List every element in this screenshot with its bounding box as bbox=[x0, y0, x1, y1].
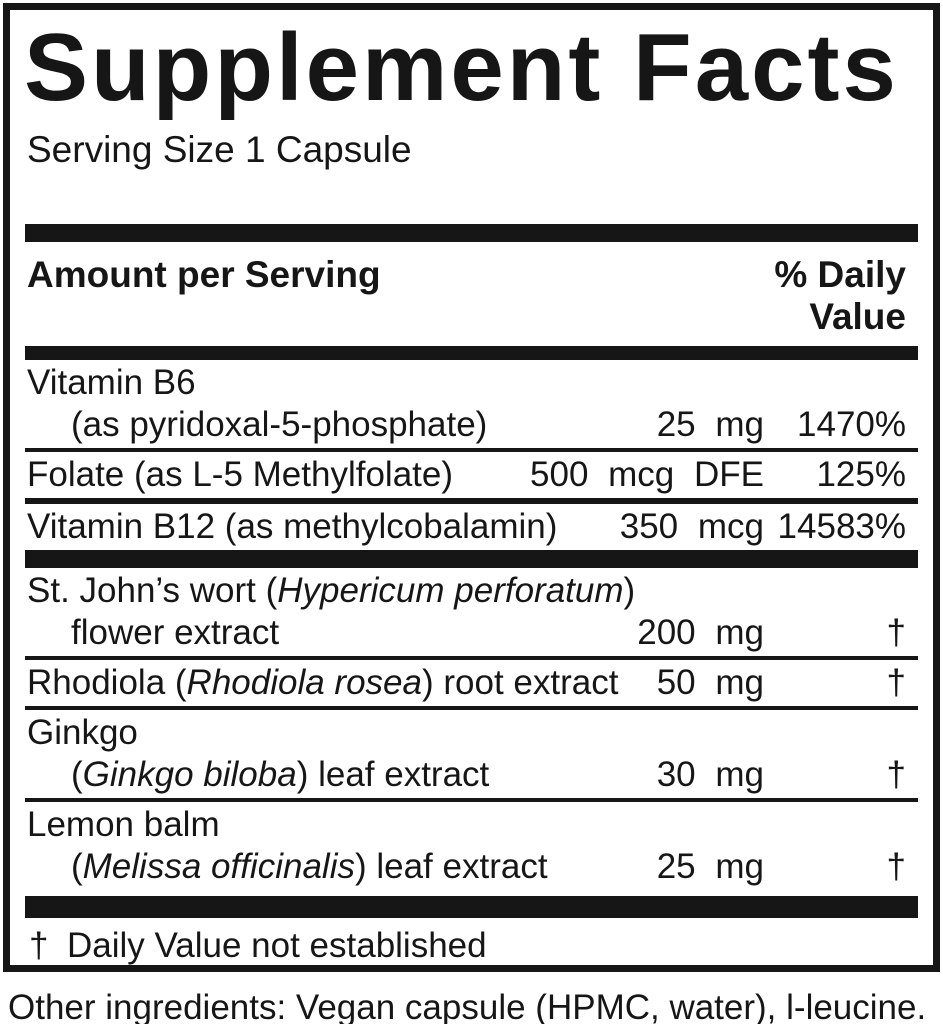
ingredient-name: Vitamin B6 bbox=[27, 363, 196, 402]
supplement-facts-panel: Supplement Facts Serving Size 1 Capsule … bbox=[3, 3, 940, 972]
ingredient-name: Vitamin B12 (as methylcobalamin) bbox=[27, 507, 558, 546]
panel-title: Supplement Facts bbox=[24, 14, 899, 121]
ingredient-amount: 50 mg bbox=[656, 663, 764, 702]
ingredient-amount: 30 mg bbox=[656, 755, 764, 794]
serving-size: Serving Size 1 Capsule bbox=[27, 129, 412, 170]
ingredient-name: Lemon balm bbox=[27, 805, 220, 844]
row-divider bbox=[25, 706, 918, 710]
amount-per-serving-header: Amount per Serving bbox=[27, 254, 381, 295]
scientific-name: Hypericum perforatum bbox=[277, 571, 624, 610]
row-divider bbox=[25, 656, 918, 660]
ingredient-name: Rhodiola (Rhodiola rosea) root extract bbox=[27, 663, 619, 702]
ingredient-amount: 25 mg bbox=[656, 405, 764, 444]
ingredient-daily-value: † bbox=[886, 847, 906, 886]
row-divider bbox=[25, 498, 918, 504]
ingredient-daily-value: 125% bbox=[816, 455, 906, 494]
ingredient-name-detail: (Ginkgo biloba) leaf extract bbox=[71, 755, 490, 794]
ingredient-name: Ginkgo bbox=[27, 713, 138, 752]
footnote-text: Daily Value not established bbox=[67, 926, 487, 965]
ingredient-amount: 200 mg bbox=[637, 613, 764, 652]
ingredient-row-rhodiola: Rhodiola (Rhodiola rosea) root extract 5… bbox=[27, 660, 916, 706]
scientific-name: Rhodiola rosea bbox=[186, 663, 422, 702]
dagger-symbol: † bbox=[29, 926, 49, 965]
ingredient-name-detail: (as pyridoxal-5-phosphate) bbox=[71, 405, 488, 444]
ingredient-row-lemon-balm: Lemon balm (Melissa officinalis) leaf ex… bbox=[27, 802, 916, 890]
ingredient-row-st-johns-wort: St. John’s wort (Hypericum perforatum) f… bbox=[27, 568, 916, 656]
daily-value-header: % Daily Value bbox=[774, 254, 906, 337]
ingredient-row-folate: Folate (as L-5 Methylfolate) 500 mcg DFE… bbox=[27, 452, 916, 498]
ingredient-amount: 25 mg bbox=[656, 847, 764, 886]
ingredient-name-detail: (Melissa officinalis) leaf extract bbox=[71, 847, 548, 886]
ingredient-daily-value: 14583% bbox=[777, 507, 906, 546]
row-divider bbox=[25, 448, 918, 452]
thick-rule-top bbox=[25, 224, 918, 242]
ingredient-row-vitamin-b12: Vitamin B12 (as methylcobalamin) 350 mcg… bbox=[27, 504, 916, 550]
ingredient-name: Folate (as L-5 Methylfolate) bbox=[27, 455, 454, 494]
column-header-row: Amount per Serving % Daily Value bbox=[27, 242, 916, 346]
thick-rule-section bbox=[25, 550, 918, 568]
ingredient-name-detail: flower extract bbox=[71, 613, 280, 652]
scientific-name: Ginkgo biloba bbox=[82, 755, 297, 794]
ingredient-daily-value: † bbox=[886, 755, 906, 794]
thick-rule-header bbox=[25, 346, 918, 360]
ingredient-amount: 350 mcg bbox=[619, 507, 764, 546]
ingredient-daily-value: 1470% bbox=[797, 405, 906, 444]
ingredient-daily-value: † bbox=[886, 613, 906, 652]
thick-rule-footnote bbox=[25, 896, 918, 918]
row-divider bbox=[25, 798, 918, 802]
ingredient-row-vitamin-b6: Vitamin B6 (as pyridoxal-5-phosphate) 25… bbox=[27, 360, 916, 448]
other-ingredients: Other ingredients: Vegan capsule (HPMC, … bbox=[8, 988, 927, 1024]
ingredient-name: St. John’s wort (Hypericum perforatum) bbox=[27, 571, 636, 610]
ingredient-daily-value: † bbox=[886, 663, 906, 702]
ingredient-amount: 500 mcg DFE bbox=[530, 455, 764, 494]
ingredient-row-ginkgo: Ginkgo (Ginkgo biloba) leaf extract 30 m… bbox=[27, 710, 916, 798]
scientific-name: Melissa officinalis bbox=[82, 847, 355, 886]
footnote: † Daily Value not established bbox=[27, 918, 916, 968]
